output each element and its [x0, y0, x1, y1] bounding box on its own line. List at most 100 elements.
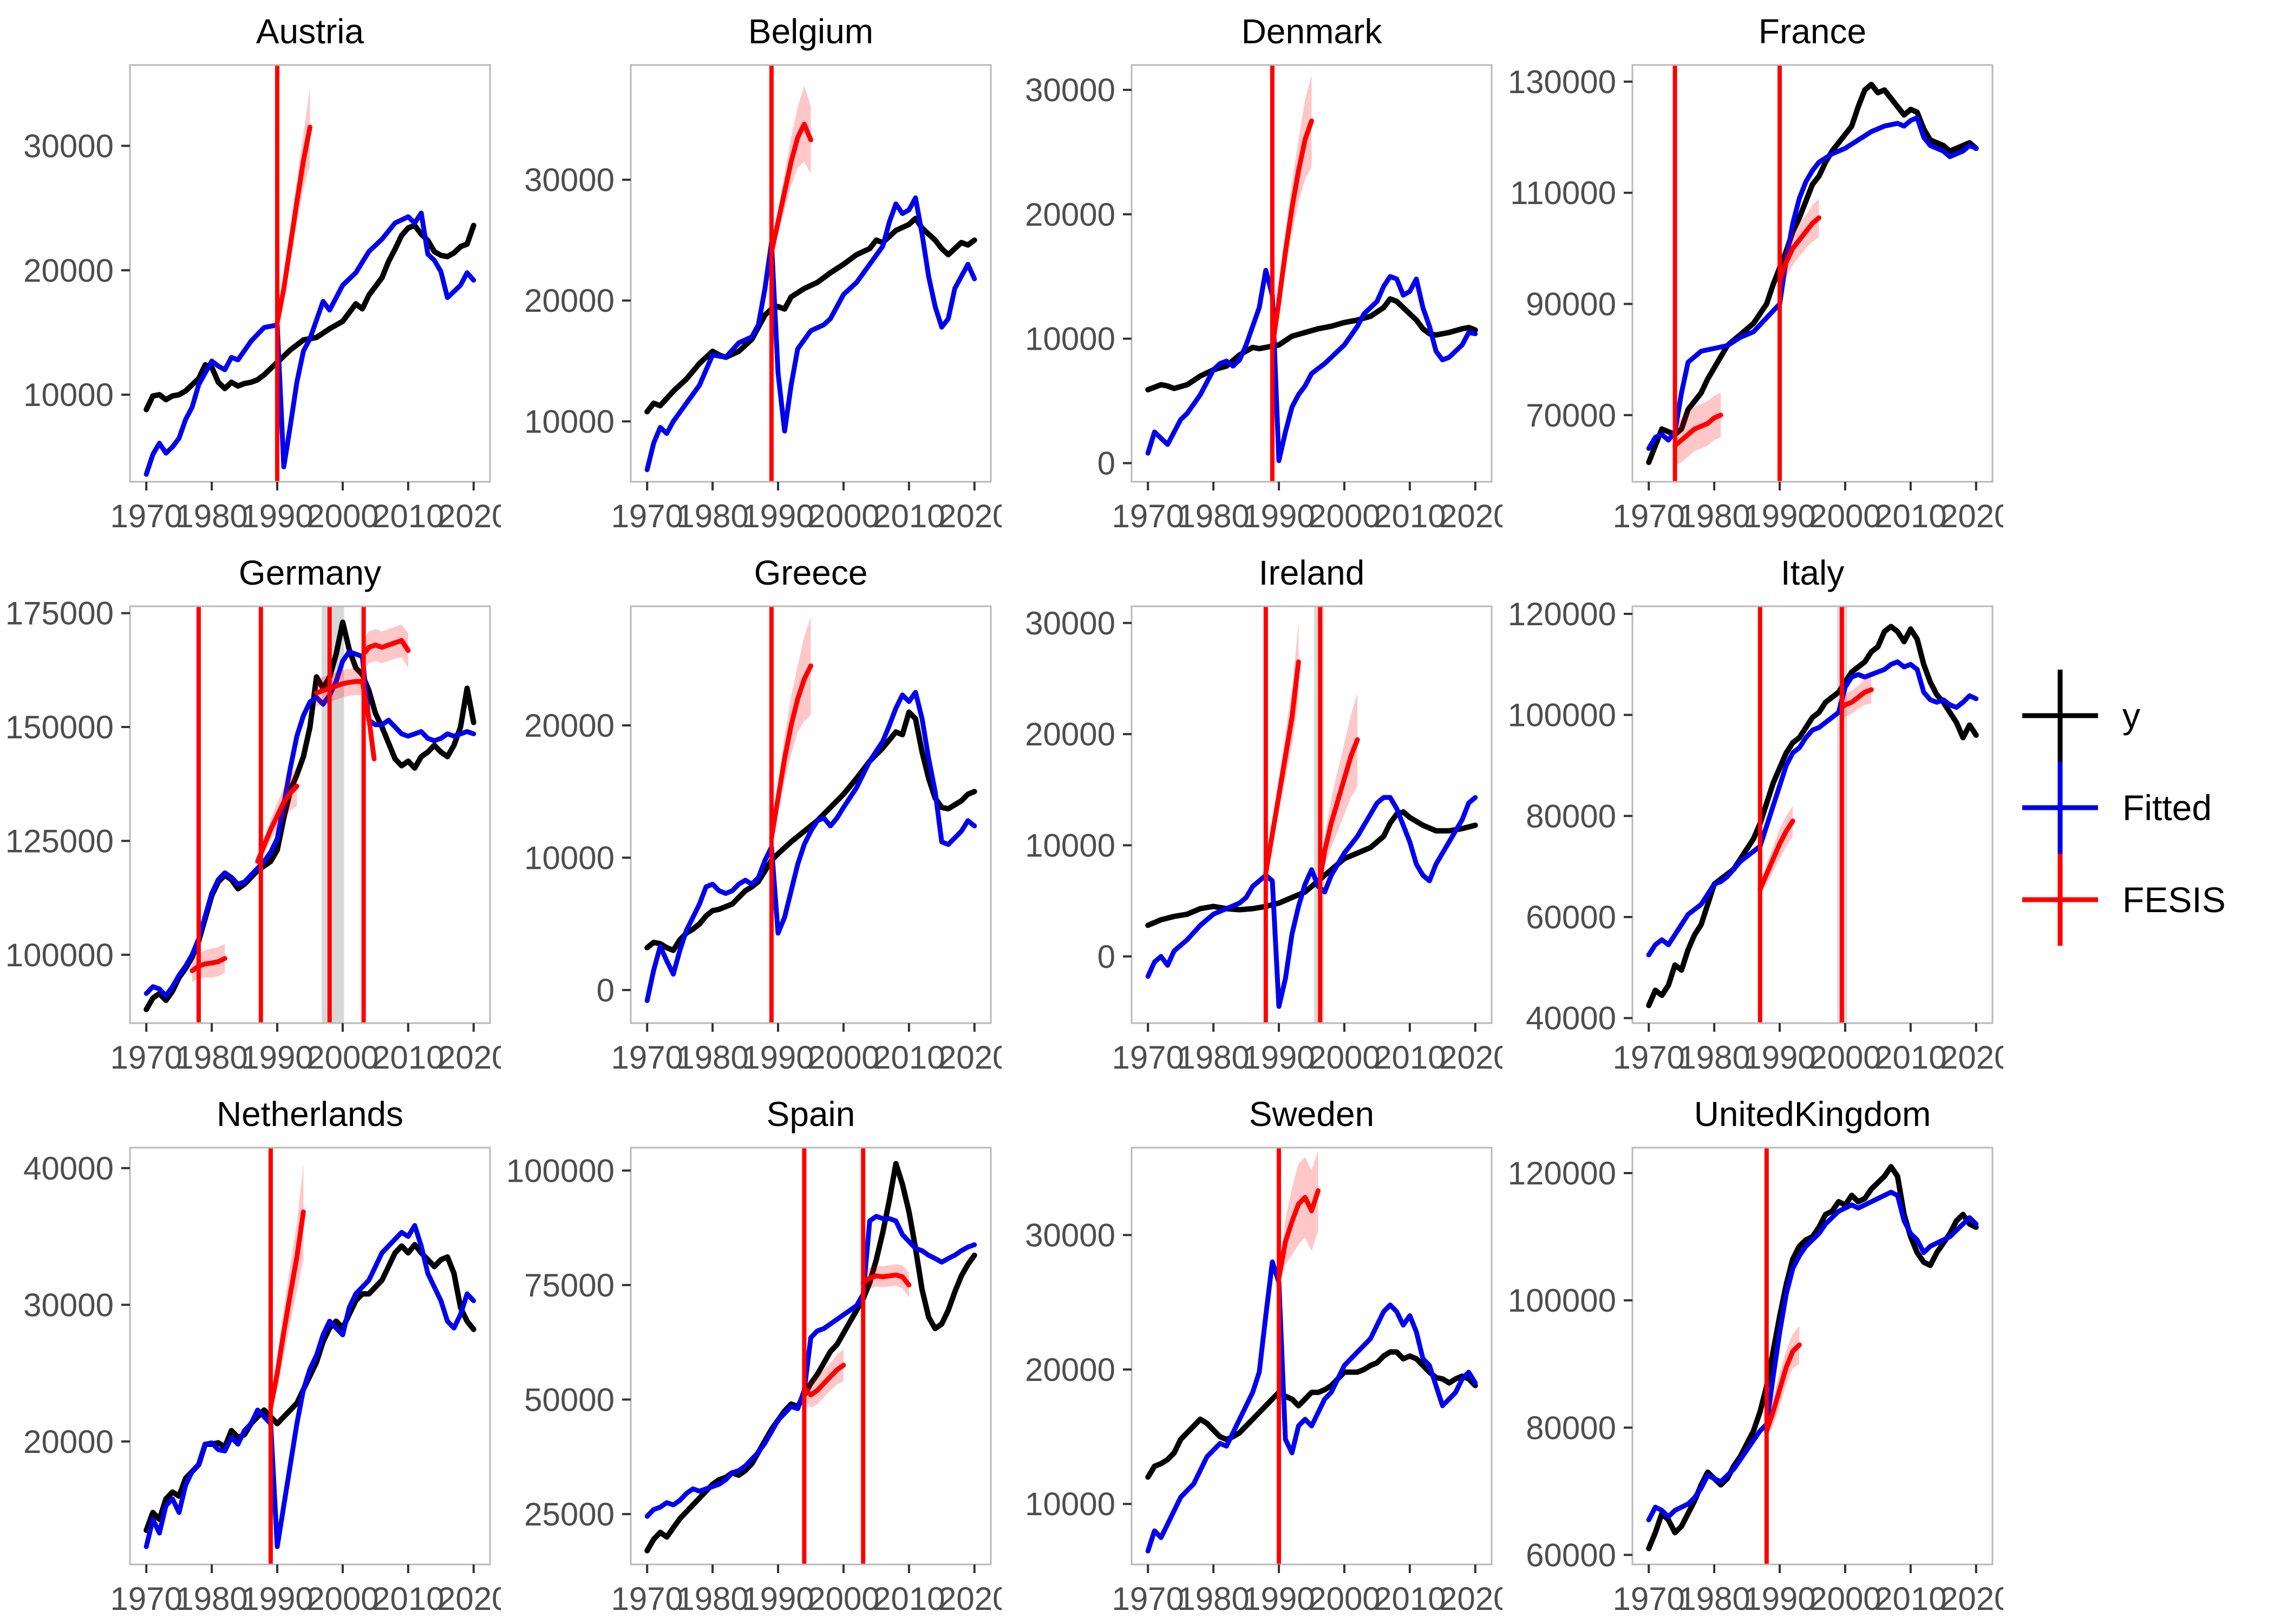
x-tick-label: 1990 [742, 1039, 814, 1076]
x-tick-label: 1970 [611, 1581, 683, 1617]
y-tick-label: 100000 [5, 937, 114, 973]
legend-label-fesis: FESIS [2122, 880, 2226, 920]
y-tick-label: 20000 [1025, 197, 1115, 233]
x-tick-label: 1990 [241, 1581, 313, 1617]
facet-greece: 0 10000 20000 1970 1980 1990 2000 2010 2020 Greec… [501, 541, 1010, 1083]
facet-title: France [1759, 12, 1866, 51]
x-tick-label: 1970 [1612, 1581, 1684, 1617]
facet-germany: 100000 125000 150000 175000 1970 1980 1990 2000… [0, 541, 510, 1083]
fesis-line [1263, 659, 1301, 876]
x-tick-label: 1990 [742, 1581, 814, 1617]
fesis-confidence-band [1780, 198, 1819, 293]
facet-unitedkingdom: 60000 80000 100000 120000 1970 1980 1990 2000 20… [1502, 1083, 2012, 1624]
panel-border [630, 64, 992, 483]
x-tick-label: 1980 [175, 1039, 247, 1076]
x-tick-label: 1980 [1177, 1581, 1249, 1617]
x-tick-label: 1980 [1678, 1039, 1750, 1076]
panel-background [1132, 65, 1492, 482]
x-tick-label: 1990 [1743, 1581, 1815, 1617]
x-tick-label: 2000 [807, 1581, 879, 1617]
fitted-line [1646, 659, 1979, 958]
x-tick-label: 2010 [1374, 1039, 1446, 1076]
facet-austria: 10000 20000 30000 1970 1980 1990 2000 2010 2020 A… [0, 0, 509, 541]
facet-belgium: 10000 20000 30000 1970 1980 1990 2000 2010 2020 B… [501, 0, 1010, 541]
x-tick-label: 2020 [1439, 1039, 1502, 1076]
fesis-confidence-band [863, 1264, 909, 1298]
x-tick-label: 1990 [1243, 1581, 1315, 1617]
fitted-line [644, 690, 977, 1003]
y-tick-label: 30000 [524, 162, 615, 198]
x-tick-label: 1980 [1177, 1039, 1249, 1076]
facet-grid: 10000 20000 30000 1970 1980 1990 2000 2010 2020 A… [0, 0, 2012, 1624]
x-tick-label: 2020 [1940, 498, 2003, 534]
y-tick-label: 20000 [1025, 716, 1115, 752]
y-tick-label: 20000 [23, 252, 114, 289]
y-tick-label: 10000 [23, 377, 114, 413]
x-tick-label: 2010 [1374, 498, 1446, 534]
panel-border [1131, 1147, 1493, 1566]
y-line [644, 1161, 977, 1554]
panel-france: 7000090000110000130000197019801990200020… [1508, 12, 2012, 534]
panel-background [1632, 606, 1992, 1023]
fitted-line [143, 1223, 476, 1549]
panel-denmark: 0 10000 20000 30000 197019801990200020102020… [1025, 12, 1511, 534]
x-tick-label: 1970 [1612, 1039, 1684, 1076]
y-line [1646, 624, 1979, 1009]
y-tick-label: 40000 [23, 1150, 114, 1187]
panel-border [1631, 605, 1994, 1024]
y-tick-label: 70000 [1526, 397, 1616, 434]
fitted-line [143, 649, 476, 999]
x-tick-label: 1970 [611, 498, 683, 534]
panel-background [1632, 1148, 1992, 1564]
x-tick-label: 1990 [1243, 1039, 1315, 1076]
facet-title: Belgium [748, 12, 873, 51]
y-tick-label: 175000 [5, 595, 114, 632]
fitted-line [1646, 1189, 1979, 1523]
x-tick-label: 1980 [1177, 498, 1249, 534]
facet-netherlands: 20000 30000 40000 1970 1980 1990 2000 2010 2020 N… [0, 1083, 509, 1624]
y-tick-label: 20000 [23, 1424, 114, 1460]
x-tick-label: 2020 [1940, 1581, 2003, 1617]
fesis-confidence-band [1279, 1150, 1318, 1284]
x-tick-label: 2000 [1308, 1039, 1380, 1076]
y-tick-label: 30000 [1025, 1217, 1115, 1253]
fesis-line [1317, 737, 1360, 881]
legend-keys: y Fitted FESIS [2022, 670, 2226, 946]
x-tick-label: 1990 [1743, 498, 1815, 534]
x-tick-label: 2010 [372, 1039, 444, 1076]
fitted-line [1646, 115, 1979, 451]
y-line [1145, 1349, 1478, 1480]
fesis-line [1672, 412, 1723, 448]
facet-denmark: 0 10000 20000 30000 1970 1980 1990 2000 2010 2020… [1002, 0, 1511, 541]
facet-italy: 40000 60000 80000 100000 120000 1970 1980 1990 2… [1502, 541, 2012, 1083]
x-tick-label: 2020 [938, 498, 1002, 534]
y-tick-label: 20000 [1025, 1352, 1115, 1388]
x-tick-label: 1980 [1678, 498, 1750, 534]
facet-title: Spain [767, 1095, 855, 1134]
y-tick-label: 90000 [1526, 286, 1616, 322]
x-tick-label: 2000 [807, 498, 879, 534]
panel-background [130, 1148, 490, 1564]
fitted-line [1145, 267, 1478, 463]
x-tick-label: 2020 [437, 1581, 501, 1617]
fitted-line [1145, 795, 1478, 1009]
fesis-line [255, 783, 299, 864]
panel-border [1131, 605, 1493, 1024]
x-tick-label: 2010 [1374, 1581, 1446, 1617]
x-tick-label: 2010 [372, 498, 444, 534]
y-tick-label: 30000 [23, 1287, 114, 1323]
x-tick-label: 1980 [676, 1039, 748, 1076]
fesis-line [275, 125, 312, 325]
x-tick-label: 2000 [1308, 1581, 1380, 1617]
panel-ireland: 0 10000 20000 30000 197019801990200020102020… [1025, 553, 1511, 1076]
fitted-line [1145, 1259, 1478, 1554]
x-tick-label: 2020 [1439, 498, 1502, 534]
y-tick-label: 110000 [1510, 175, 1616, 211]
fitted-line [644, 1214, 977, 1519]
y-tick-label: 80000 [1526, 1410, 1616, 1446]
y-tick-label: 10000 [524, 403, 615, 440]
